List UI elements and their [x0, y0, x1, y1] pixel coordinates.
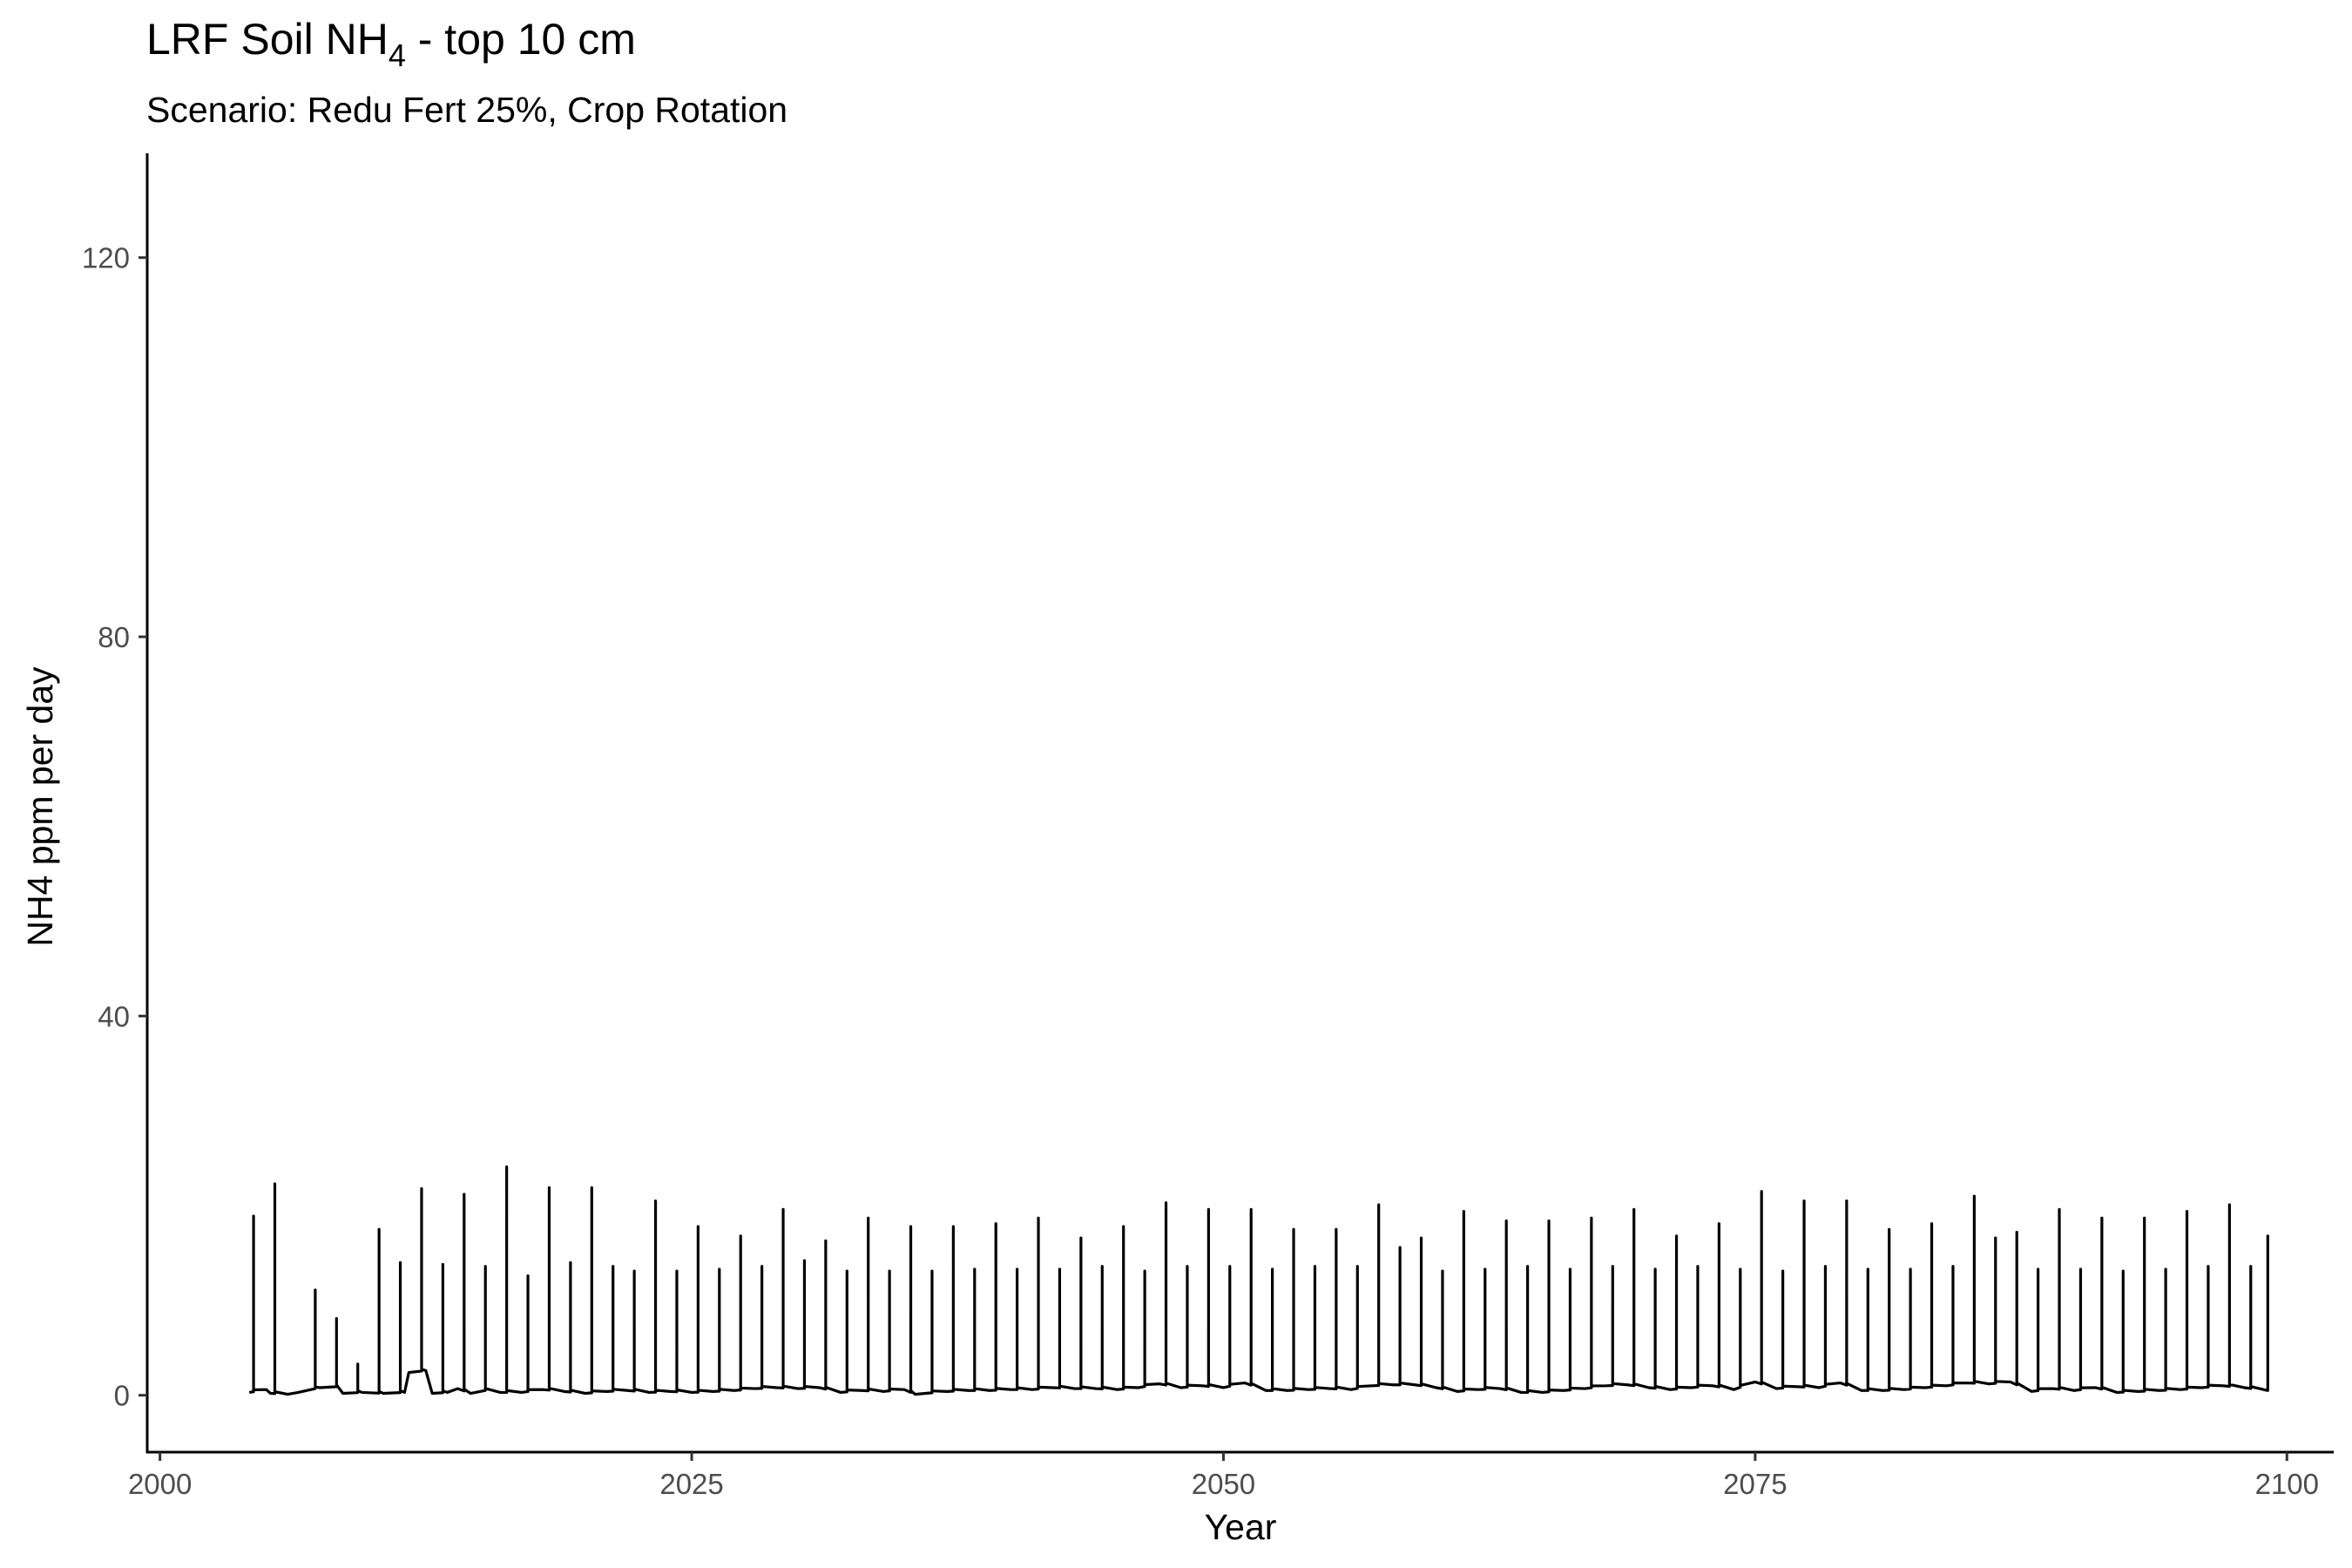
y-tick-label: 80: [98, 621, 130, 653]
y-axis-title: NH4 ppm per day: [20, 666, 60, 947]
chart-title-main: LRF Soil NH: [146, 15, 389, 64]
chart-title-subscript: 4: [389, 37, 406, 73]
chart-subtitle: Scenario: Redu Fert 25%, Crop Rotation: [146, 90, 787, 130]
x-axis-title: Year: [1205, 1507, 1277, 1547]
series-line: [248, 1165, 2269, 1396]
chart-title: LRF Soil NH4 - top 10 cm: [146, 15, 636, 73]
x-tick-label: 2075: [1723, 1468, 1787, 1500]
x-tick-label: 2025: [659, 1468, 723, 1500]
x-tick-label: 2050: [1192, 1468, 1255, 1500]
y-axis-ticks: 0 40 80 120: [82, 242, 147, 1412]
y-tick-label: 40: [98, 1000, 130, 1032]
y-tick-label: 120: [82, 242, 130, 274]
chart-title-tail: - top 10 cm: [406, 15, 636, 64]
plot-series: [248, 1165, 2269, 1396]
x-axis-ticks: 2000 2025 2050 2075 2100: [128, 1452, 2319, 1500]
x-tick-label: 2100: [2255, 1468, 2319, 1500]
y-tick-label: 0: [114, 1380, 130, 1412]
x-tick-label: 2000: [128, 1468, 192, 1500]
